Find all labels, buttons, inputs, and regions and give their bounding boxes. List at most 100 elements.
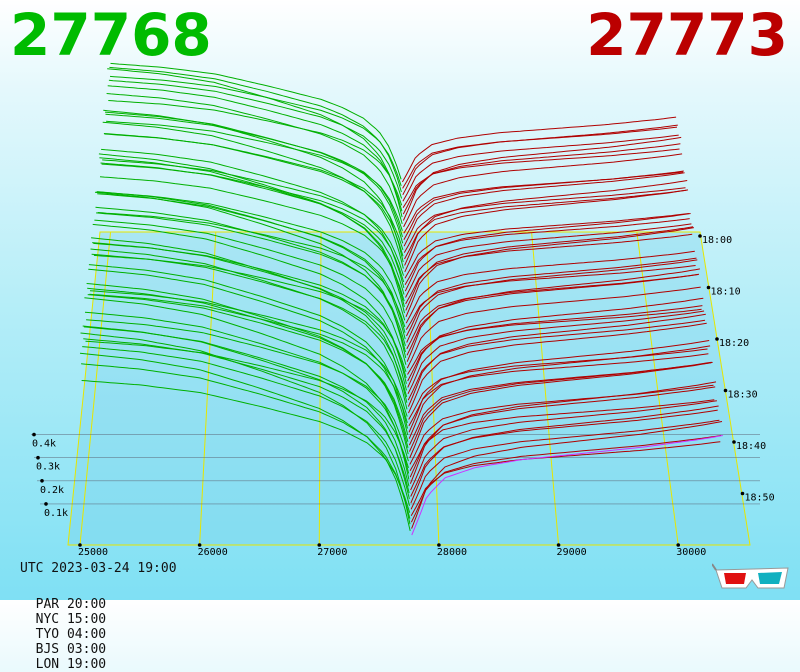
ask-depth-line	[409, 361, 712, 452]
ask-depth-line	[404, 218, 690, 285]
ask-depth-line	[410, 405, 719, 504]
time-tick-dot	[698, 234, 702, 238]
bid-depth-line	[108, 79, 403, 199]
time-tick-label: 18:50	[745, 493, 775, 504]
x-tick-dot	[437, 543, 441, 547]
bid-depth-line	[96, 191, 406, 340]
bid-depth-line	[100, 162, 405, 295]
bid-depth-line	[109, 75, 402, 187]
ask-depth-line	[404, 189, 687, 260]
bid-depth-line	[99, 176, 405, 302]
time-tick-dot	[715, 337, 719, 341]
ask-depth-line	[406, 286, 701, 369]
grid-line-x	[531, 231, 560, 546]
depth-tick-dot	[32, 432, 36, 437]
bid-depth-line	[80, 332, 411, 525]
bid-depth-line	[92, 223, 407, 384]
bid-depth-line	[107, 68, 403, 218]
bid-depth-line	[82, 325, 410, 500]
time-tick-dot	[723, 388, 728, 393]
bid-depth-line	[96, 212, 406, 346]
bid-depth-line	[79, 352, 411, 532]
bid-depth-line	[91, 253, 408, 398]
depth-tick-dot	[40, 479, 44, 483]
bid-depth-line	[110, 62, 402, 180]
x-tick-label: 30000	[676, 547, 706, 558]
ask-depth-line	[404, 213, 691, 292]
ask-depth-line	[407, 319, 706, 401]
x-tick-label: 25000	[78, 547, 108, 558]
bid-depth-line	[105, 113, 403, 238]
ask-depth-line	[405, 233, 693, 305]
ask-depth-line	[402, 124, 678, 196]
bid-depth-line	[95, 206, 406, 353]
bid-depth-line	[92, 242, 407, 391]
bid-depth-line	[108, 100, 403, 206]
bid-depth-line	[109, 66, 402, 193]
ask-depth-line	[405, 250, 695, 324]
bid-depth-line	[84, 311, 410, 474]
ask-depth-line	[409, 399, 715, 472]
time-tick-dot	[740, 491, 745, 496]
ask-depth-line	[406, 259, 698, 343]
ask-depth-line	[402, 143, 681, 215]
bid-depth-line	[88, 268, 409, 436]
bid-depth-line	[94, 191, 407, 359]
ask-depth-line	[403, 170, 684, 241]
ask-depth-line	[406, 273, 700, 356]
ask-depth-line	[408, 348, 708, 420]
ask-depth-line	[404, 213, 689, 279]
ask-depth-line	[402, 148, 680, 208]
ask-depth-line	[409, 361, 713, 459]
grid-line-x	[318, 231, 322, 546]
x-tick-label: 27000	[317, 547, 347, 558]
ask-depth-line	[405, 227, 694, 317]
ask-depth-line	[410, 419, 720, 510]
3d-glasses-icon[interactable]	[712, 560, 792, 592]
ask-depth-line	[407, 310, 705, 395]
ask-depth-line	[409, 384, 714, 465]
bid-depth-line	[87, 294, 409, 442]
ask-depth-line	[411, 435, 723, 536]
timezone-bar: PAR 20:00 NYC 15:00 TYO 04:00 BJS 03:00 …	[20, 582, 130, 672]
x-tick-dot	[556, 543, 561, 547]
ask-depth-line	[409, 381, 717, 484]
grid-line-x	[425, 231, 440, 546]
ask-depth-line	[405, 223, 692, 298]
bid-depth-line	[81, 363, 411, 519]
ask-depth-line	[408, 322, 707, 414]
bid-depth-line	[104, 111, 404, 244]
utc-timestamp: UTC 2023-03-24 19:00	[20, 561, 177, 576]
ask-depth-line	[410, 400, 717, 491]
grid-line-x	[636, 231, 679, 546]
time-tick-dot	[706, 285, 711, 290]
ask-price: 27773	[586, 1, 788, 69]
bid-depth-line	[98, 153, 405, 314]
bid-depth-line	[84, 297, 410, 480]
depth-tick-dot	[36, 455, 40, 460]
bid-depth-line	[90, 248, 408, 410]
x-tick-label: 26000	[198, 547, 228, 558]
ask-depth-line	[404, 189, 689, 273]
ask-depth-line	[411, 421, 723, 529]
ask-depth-line	[406, 257, 697, 337]
bid-depth-line	[107, 85, 403, 212]
bid-depth-line	[86, 283, 409, 455]
depth-tick-label: 0.1k	[44, 508, 68, 519]
bid-depth-line	[102, 159, 404, 276]
ask-depth-line	[406, 268, 700, 362]
bid-price: 27768	[10, 1, 212, 69]
ask-depth-line	[407, 305, 703, 382]
ask-depth-line	[408, 345, 711, 439]
ask-depth-line	[402, 134, 679, 202]
x-tick-dot	[78, 543, 82, 547]
timezone-nyc: NYC 15:00	[35, 612, 107, 627]
bid-depth-line	[91, 237, 408, 403]
bid-depth-line	[101, 148, 405, 289]
ask-depth-line	[403, 153, 683, 228]
depth-tick-label: 0.4k	[32, 439, 56, 450]
time-tick-dot	[732, 440, 736, 444]
x-tick-dot	[197, 543, 202, 547]
bid-depth-line	[103, 133, 404, 257]
ask-depth-line	[405, 265, 696, 330]
